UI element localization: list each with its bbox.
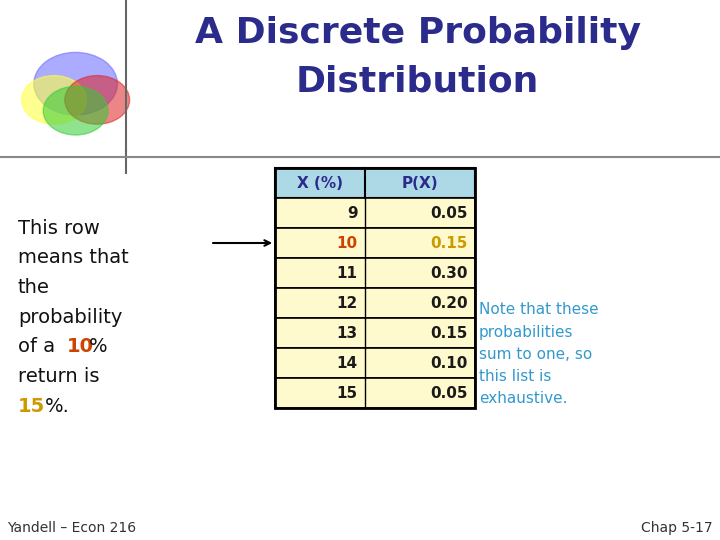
Text: 10: 10 bbox=[337, 235, 358, 251]
Text: Chap 5-17: Chap 5-17 bbox=[642, 521, 713, 535]
Text: P(X): P(X) bbox=[402, 176, 438, 191]
Text: 0.20: 0.20 bbox=[430, 295, 468, 310]
Text: the: the bbox=[18, 278, 50, 297]
Text: This row: This row bbox=[18, 219, 100, 238]
Circle shape bbox=[65, 76, 130, 124]
Text: 9: 9 bbox=[347, 206, 358, 220]
Text: 0.15: 0.15 bbox=[431, 326, 468, 341]
Text: 13: 13 bbox=[337, 326, 358, 341]
Circle shape bbox=[34, 52, 117, 115]
FancyBboxPatch shape bbox=[275, 228, 475, 258]
Text: A Discrete Probability: A Discrete Probability bbox=[194, 16, 641, 50]
Text: means that: means that bbox=[18, 248, 129, 267]
Text: 15: 15 bbox=[18, 397, 45, 416]
Text: 15: 15 bbox=[337, 386, 358, 401]
Text: Note that these
probabilities
sum to one, so
this list is
exhaustive.: Note that these probabilities sum to one… bbox=[479, 302, 598, 406]
Text: 14: 14 bbox=[337, 355, 358, 370]
Text: X (%): X (%) bbox=[297, 176, 343, 191]
FancyBboxPatch shape bbox=[275, 168, 475, 198]
Text: probability: probability bbox=[18, 308, 122, 327]
FancyBboxPatch shape bbox=[275, 348, 475, 378]
FancyBboxPatch shape bbox=[275, 318, 475, 348]
Text: %.: %. bbox=[45, 397, 71, 416]
Text: %: % bbox=[89, 338, 107, 356]
FancyBboxPatch shape bbox=[275, 258, 475, 288]
Text: 0.05: 0.05 bbox=[431, 386, 468, 401]
Text: 0.15: 0.15 bbox=[431, 235, 468, 251]
Text: Distribution: Distribution bbox=[296, 65, 539, 99]
Text: 11: 11 bbox=[337, 266, 358, 280]
FancyBboxPatch shape bbox=[275, 288, 475, 318]
FancyBboxPatch shape bbox=[275, 378, 475, 408]
Text: 12: 12 bbox=[336, 295, 358, 310]
Text: Yandell – Econ 216: Yandell – Econ 216 bbox=[7, 521, 136, 535]
FancyBboxPatch shape bbox=[275, 198, 475, 228]
Text: return is: return is bbox=[18, 367, 99, 386]
Text: 10: 10 bbox=[67, 338, 94, 356]
Text: 0.10: 0.10 bbox=[431, 355, 468, 370]
Text: 0.05: 0.05 bbox=[431, 206, 468, 220]
Text: of a: of a bbox=[18, 338, 61, 356]
Text: 0.30: 0.30 bbox=[431, 266, 468, 280]
Circle shape bbox=[43, 86, 108, 135]
Circle shape bbox=[22, 76, 86, 124]
